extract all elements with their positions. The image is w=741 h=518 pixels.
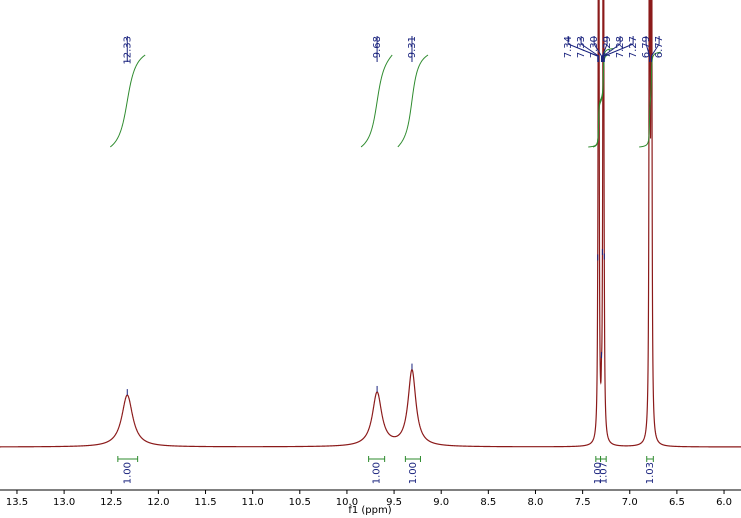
peak-leader (645, 36, 651, 62)
x-axis-label: f1 (ppm) (348, 505, 391, 516)
integral-bracket (368, 456, 386, 462)
integral-label: 1.00 (123, 462, 134, 484)
x-tick-label: 8.0 (528, 497, 544, 508)
x-tick-label: 13.0 (53, 497, 75, 508)
integral-curve (639, 51, 661, 148)
peak-leader (601, 36, 608, 62)
x-tick-label: 13.5 (6, 497, 28, 508)
x-tick-label: 6.0 (716, 497, 732, 508)
x-tick-label: 12.0 (147, 497, 169, 508)
integral-bracket (600, 456, 607, 462)
peak-leader (580, 36, 600, 62)
x-tick-label: 7.0 (622, 497, 638, 508)
x-tick-label: 11.0 (242, 497, 264, 508)
integral-label: 1.00 (372, 462, 383, 484)
x-tick-label: 6.5 (669, 497, 685, 508)
peak-label: 7.29 (602, 36, 613, 58)
x-tick-label: 10.5 (289, 497, 311, 508)
integral-curve (592, 48, 614, 148)
peak-leader (650, 36, 660, 62)
x-tick-label: 9.5 (386, 497, 402, 508)
integral-label: 1.00 (408, 462, 419, 484)
integral-curve (110, 54, 146, 148)
x-tick-label: 9.0 (433, 497, 449, 508)
integral-curve (360, 54, 393, 148)
peak-leader (567, 36, 599, 62)
peak-label: 6.77 (654, 36, 665, 58)
integral-bracket (595, 456, 602, 462)
plot-area (0, 0, 741, 448)
integral-label: 1.00 (593, 462, 604, 484)
integral-bracket (117, 456, 139, 462)
x-tick-label: 7.5 (575, 497, 591, 508)
x-tick-label: 12.5 (100, 497, 122, 508)
peak-leader (593, 36, 602, 62)
integral-label: 1.07 (598, 462, 609, 484)
peak-label: 7.27 (628, 36, 639, 58)
peak-leader (602, 36, 621, 62)
integral-bracket (646, 456, 654, 462)
peak-leader (603, 36, 634, 62)
integral-curve (397, 54, 429, 148)
x-tick-label: 8.5 (480, 497, 496, 508)
peak-label: 7.30 (589, 36, 600, 58)
peak-label: 7.34 (563, 36, 574, 58)
integral-bracket (404, 456, 421, 462)
peak-label: 7.28 (615, 36, 626, 58)
x-tick-label: 11.5 (194, 497, 216, 508)
integral-label: 1.03 (645, 462, 656, 484)
peak-label: 7.33 (576, 36, 587, 58)
x-tick-label: 10.0 (336, 497, 358, 508)
spectrum (0, 0, 741, 448)
